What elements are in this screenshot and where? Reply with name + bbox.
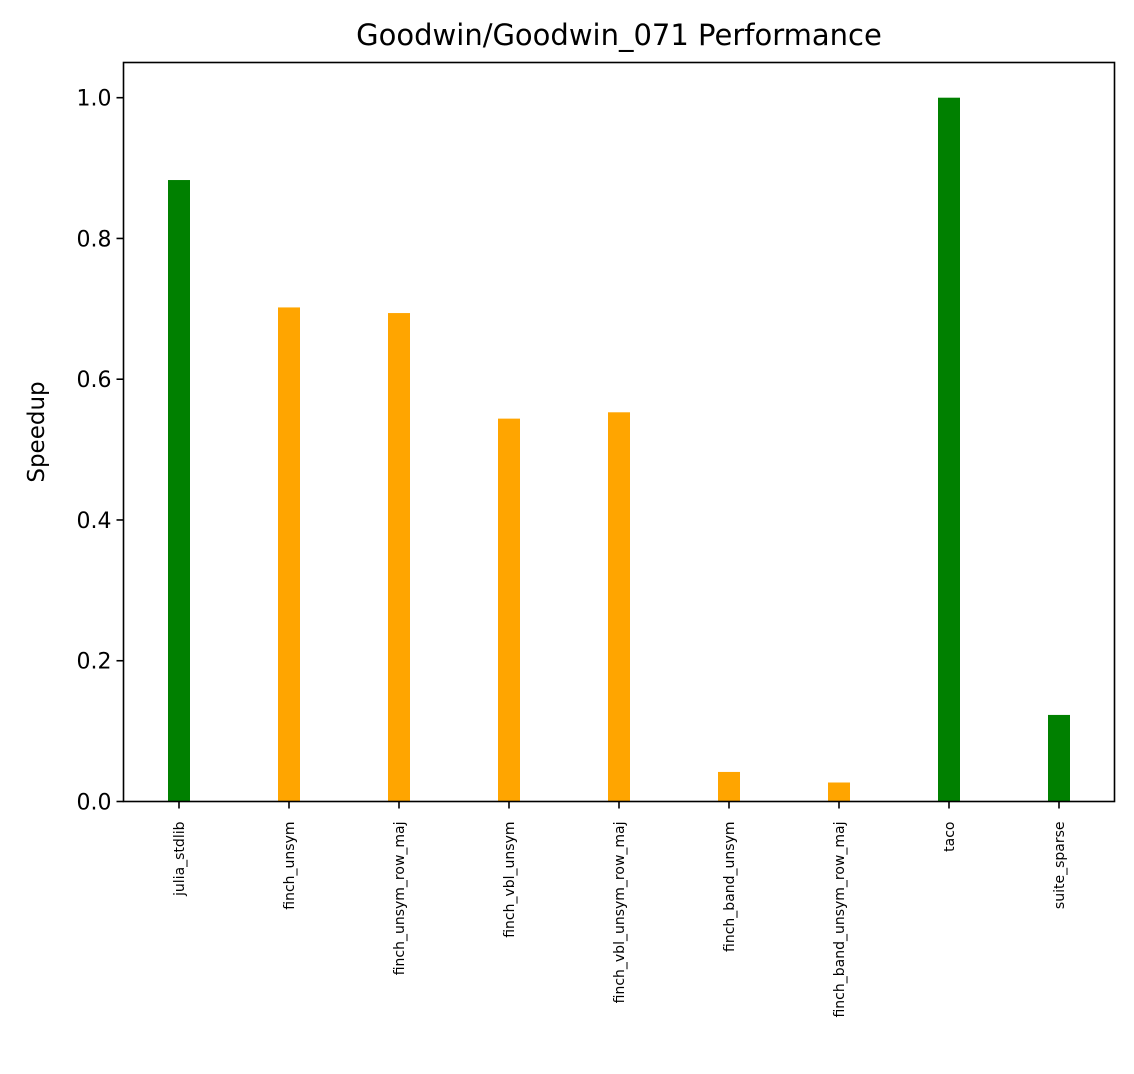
y-tick-label: 1.0 <box>77 87 112 112</box>
bar-finch_band_unsym_row_maj <box>828 782 850 802</box>
y-tick-label: 0.4 <box>77 509 112 534</box>
x-tick-label: finch_vbl_unsym_row_maj <box>612 822 628 1004</box>
x-tick-label: julia_stdlib <box>172 821 188 897</box>
y-ticks: 0.0 0.2 0.4 0.6 0.8 1.0 <box>77 87 124 816</box>
x-tick-label: finch_unsym <box>282 822 298 910</box>
bar-finch_unsym <box>278 307 300 802</box>
bar-finch_vbl_unsym_row_maj <box>608 412 630 802</box>
bar-julia_stdlib <box>168 180 190 802</box>
chart-title: Goodwin/Goodwin_071 Performance <box>356 18 882 52</box>
x-tick-label: suite_sparse <box>1052 822 1068 910</box>
y-axis-label: Speedup <box>24 381 50 482</box>
plot-frame <box>122 61 1116 803</box>
x-tick-label: finch_unsym_row_maj <box>392 822 408 976</box>
bar-finch_band_unsym <box>718 771 740 802</box>
y-tick-label: 0.8 <box>77 227 112 252</box>
y-tick-label: 0.6 <box>77 368 112 393</box>
y-tick-label: 0.2 <box>77 650 112 675</box>
y-tick-label: 0.0 <box>77 791 112 816</box>
x-ticks: julia_stdlib finch_unsym finch_unsym_row_m… <box>172 801 1068 1018</box>
x-tick-label: taco <box>942 822 958 852</box>
bar-finch_unsym_row_maj <box>388 313 410 802</box>
x-tick-label: finch_vbl_unsym <box>502 822 518 938</box>
bar-finch_vbl_unsym <box>498 418 520 802</box>
x-tick-label: finch_band_unsym_row_maj <box>832 822 848 1018</box>
bar-suite_sparse <box>1048 714 1070 802</box>
bars-group <box>168 97 1070 802</box>
x-tick-label: finch_band_unsym <box>722 822 738 952</box>
bar-taco <box>938 97 960 802</box>
